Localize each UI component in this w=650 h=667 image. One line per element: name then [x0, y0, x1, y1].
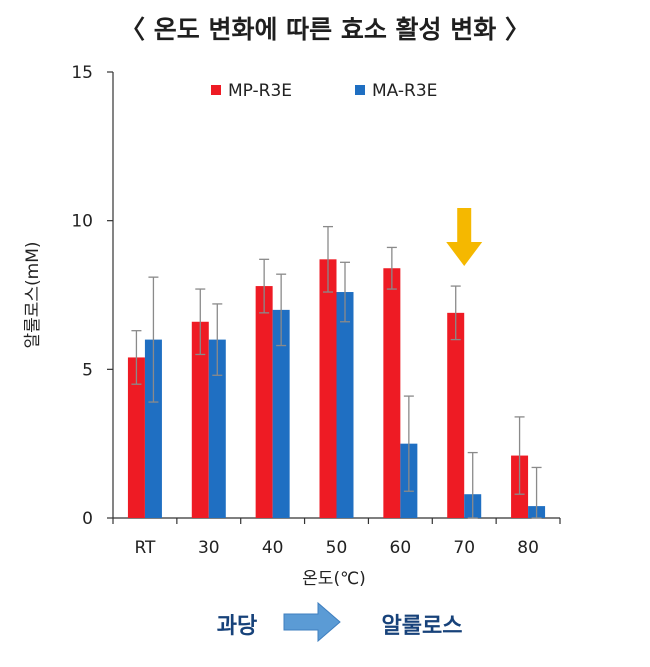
- conversion-flow: 과당 알룰로스: [217, 601, 463, 643]
- y-axis-label: 알룰로스(mM): [23, 241, 43, 348]
- x-tick-label: 80: [517, 538, 539, 558]
- y-tick-label: 0: [82, 509, 93, 529]
- x-axis-label: 온도(℃): [302, 569, 366, 589]
- legend: MP-R3E MA-R3E: [211, 81, 437, 101]
- bar-mp-r3e-70: [447, 312, 465, 518]
- x-tick-label: 50: [326, 538, 348, 558]
- bar-mp-r3e-50: [319, 259, 337, 518]
- bars-group: [127, 259, 546, 518]
- bar-ma-r3e-40: [272, 309, 290, 518]
- bar-mp-r3e-30: [191, 321, 209, 518]
- error-bars-group: [131, 225, 542, 519]
- bar-ma-r3e-30: [208, 339, 226, 518]
- right-arrow-icon: [283, 601, 341, 643]
- legend-swatch: [211, 85, 221, 95]
- chart-title: 〈 온도 변화에 따른 효소 활성 변화 〉: [120, 15, 530, 44]
- tick-labels-group: 0 5 10 15 RT 30 40 50 60 70 80: [71, 63, 539, 558]
- down-arrow-icon: [446, 208, 483, 266]
- bar-mp-r3e-60: [383, 268, 401, 518]
- x-tick-label: 40: [262, 538, 284, 558]
- bar-ma-r3e-RT: [144, 339, 162, 518]
- y-tick-label: 5: [82, 360, 93, 380]
- legend-label: MA-R3E: [372, 81, 437, 101]
- y-tick-label: 10: [71, 212, 93, 232]
- x-tick-label: 70: [453, 538, 475, 558]
- bar-ma-r3e-50: [336, 292, 354, 518]
- flow-from-label: 과당: [217, 614, 257, 639]
- x-tick-label: RT: [134, 538, 156, 558]
- annotation-group: [446, 208, 483, 266]
- y-tick-label: 15: [71, 63, 93, 83]
- chart-axes: [107, 71, 561, 524]
- flow-to-label: 알룰로스: [382, 614, 463, 639]
- x-tick-label: 60: [390, 538, 412, 558]
- x-tick-label: 30: [198, 538, 220, 558]
- legend-label: MP-R3E: [228, 81, 292, 101]
- bar-mp-r3e-RT: [127, 357, 145, 518]
- bar-mp-r3e-40: [255, 286, 273, 518]
- legend-swatch: [355, 85, 365, 95]
